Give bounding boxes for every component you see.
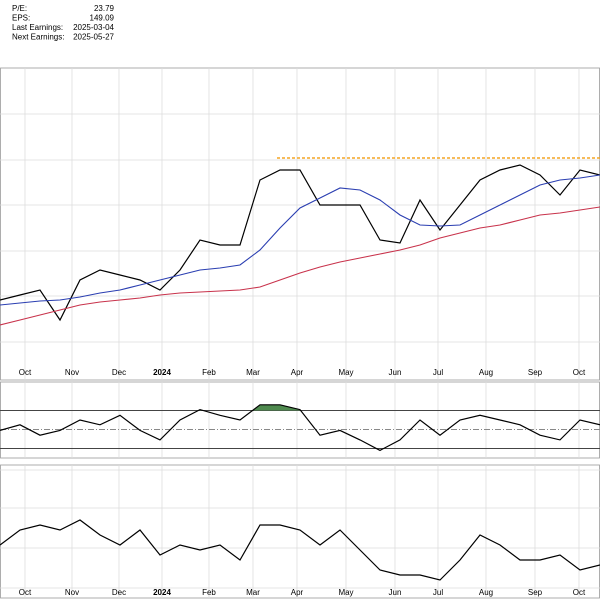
x-tick-label: Feb [202,368,216,377]
x-tick-label: Sep [528,588,543,597]
x-tick-label: Nov [65,588,79,597]
series-line [0,404,600,452]
x-tick-label: Mar [246,368,260,377]
x-tick-label: Apr [291,588,304,597]
x-tick-label: 2024 [153,368,171,377]
x-tick-label: Jun [389,588,402,597]
x-tick-label: Nov [65,368,79,377]
x-tick-label: Dec [112,588,126,597]
series-line [0,519,600,581]
info-label: EPS: [12,14,30,23]
x-tick-label: Mar [246,588,260,597]
overbought-fill [0,404,600,411]
x-tick-label: Jul [433,588,443,597]
panel-frame [0,381,600,459]
series-line [0,206,600,326]
info-value: 149.09 [90,14,115,23]
x-tick-label: Dec [112,368,126,377]
x-tick-label: Apr [291,368,304,377]
x-tick-label: Aug [479,588,493,597]
series-line [0,174,600,306]
x-tick-label: Sep [528,368,543,377]
x-tick-label: Oct [573,368,586,377]
x-tick-label: Jun [389,368,402,377]
info-label: Last Earnings: [12,23,63,32]
x-tick-label: May [338,588,353,597]
x-tick-label: May [338,368,353,377]
x-tick-label: 2024 [153,588,171,597]
panel-frame [0,67,600,381]
x-tick-label: Oct [19,368,32,377]
x-tick-label: Jul [433,368,443,377]
series-line [0,164,600,322]
x-tick-label: Aug [479,368,493,377]
x-tick-label: Oct [19,588,32,597]
info-label: Next Earnings: [12,33,64,42]
info-value: 2025-03-04 [73,23,114,32]
info-value: 2025-05-27 [73,33,114,42]
info-label: P/E: [12,4,27,13]
x-tick-label: Oct [573,588,586,597]
panel-frame [0,464,600,599]
x-tick-label: Feb [202,588,216,597]
info-value: 23.79 [94,4,115,13]
